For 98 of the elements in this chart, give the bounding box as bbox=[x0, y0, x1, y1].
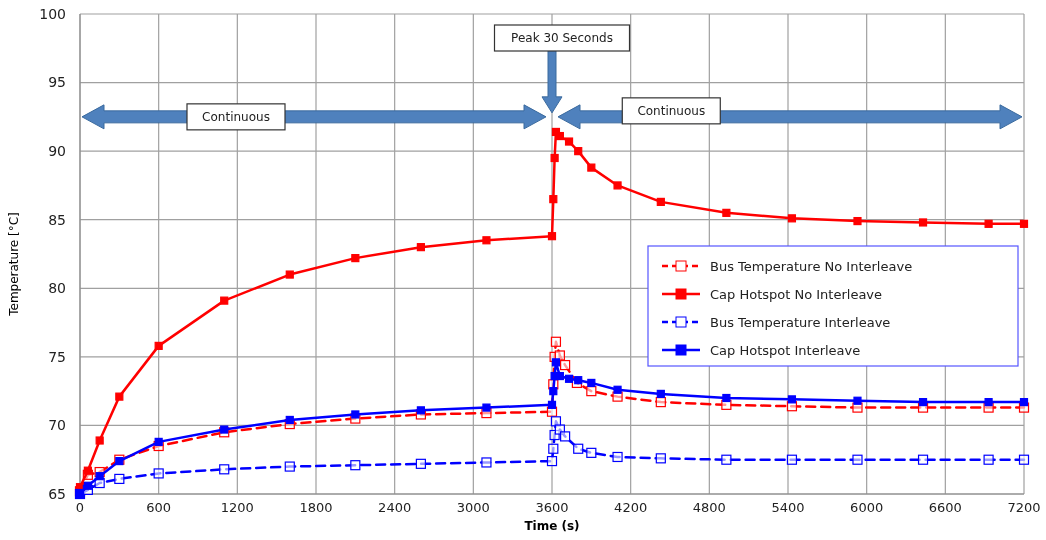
point bbox=[83, 481, 92, 490]
point bbox=[285, 270, 294, 279]
point bbox=[918, 218, 928, 227]
point bbox=[548, 443, 559, 454]
x-tick-label: 600 bbox=[146, 500, 172, 515]
point bbox=[656, 389, 665, 398]
point bbox=[154, 341, 163, 350]
point bbox=[722, 208, 731, 217]
point bbox=[587, 378, 596, 388]
point bbox=[550, 336, 562, 347]
x-tick-label: 1200 bbox=[220, 500, 254, 515]
point bbox=[787, 214, 797, 223]
x-tick-label: 0 bbox=[75, 500, 85, 515]
y-tick-label: 70 bbox=[48, 417, 66, 434]
point bbox=[555, 131, 564, 141]
y-tick-label: 65 bbox=[48, 485, 66, 502]
point bbox=[722, 393, 731, 403]
point bbox=[655, 453, 666, 464]
point bbox=[351, 410, 360, 419]
legend-label: Cap Hotspot Interleave bbox=[710, 342, 861, 358]
point bbox=[416, 406, 425, 415]
x-tick-label: 2400 bbox=[378, 500, 412, 515]
point bbox=[984, 219, 993, 228]
point bbox=[153, 468, 164, 479]
point bbox=[415, 458, 426, 469]
x-tick-label: 7200 bbox=[1007, 500, 1041, 515]
point bbox=[482, 403, 491, 412]
point bbox=[984, 398, 993, 407]
point bbox=[564, 137, 574, 146]
point bbox=[853, 216, 862, 226]
point bbox=[721, 454, 732, 465]
point bbox=[549, 195, 558, 204]
point bbox=[573, 443, 584, 454]
point bbox=[114, 473, 125, 485]
point bbox=[482, 236, 491, 245]
point bbox=[656, 197, 665, 206]
point bbox=[555, 371, 564, 381]
x-tick-label: 4800 bbox=[692, 500, 726, 515]
point bbox=[285, 415, 294, 425]
point bbox=[95, 436, 104, 445]
y-tick-label: 90 bbox=[48, 143, 66, 160]
annotation: Peak 30 Seconds bbox=[511, 31, 613, 46]
x-tick-label: 3000 bbox=[456, 500, 490, 515]
y-axis-title: Temperature [°C] bbox=[7, 212, 21, 317]
point bbox=[115, 392, 124, 401]
point bbox=[560, 431, 571, 442]
point bbox=[220, 296, 229, 305]
point bbox=[547, 400, 557, 409]
point bbox=[983, 454, 994, 465]
point bbox=[95, 472, 104, 481]
point bbox=[83, 466, 92, 475]
point bbox=[613, 385, 622, 394]
point bbox=[586, 447, 597, 458]
point bbox=[350, 460, 361, 471]
point bbox=[549, 387, 558, 396]
x-tick-label: 1800 bbox=[299, 500, 333, 515]
point bbox=[612, 451, 623, 463]
point bbox=[587, 163, 596, 172]
y-tick-label: 85 bbox=[48, 211, 66, 228]
point bbox=[918, 398, 928, 407]
point bbox=[154, 437, 163, 446]
x-tick-label: 6000 bbox=[850, 500, 884, 515]
legend-label: Bus Temperature No Interleave bbox=[710, 258, 913, 274]
x-tick-label: 6600 bbox=[928, 500, 962, 515]
legend-label: Bus Temperature Interleave bbox=[710, 314, 891, 330]
y-tick-label: 75 bbox=[48, 348, 66, 365]
point bbox=[416, 243, 425, 252]
x-axis-title: Time (s) bbox=[524, 519, 580, 533]
x-tick-label: 3600 bbox=[535, 500, 569, 515]
point bbox=[546, 455, 558, 467]
annotation: Continuous bbox=[202, 110, 270, 125]
point bbox=[564, 374, 574, 383]
y-tick-label: 100 bbox=[39, 5, 66, 22]
point bbox=[1019, 398, 1029, 407]
point bbox=[284, 461, 295, 472]
point bbox=[787, 395, 797, 404]
x-tick-label: 5400 bbox=[771, 500, 805, 515]
point bbox=[613, 181, 622, 190]
y-tick-label: 95 bbox=[48, 74, 66, 91]
point bbox=[853, 396, 862, 405]
point bbox=[547, 232, 557, 241]
annotation: Continuous bbox=[637, 104, 706, 119]
point bbox=[852, 454, 863, 465]
point bbox=[574, 147, 583, 156]
point bbox=[550, 153, 559, 163]
point bbox=[1019, 219, 1029, 228]
point bbox=[1018, 454, 1030, 465]
point bbox=[220, 425, 229, 434]
point bbox=[917, 454, 929, 465]
point bbox=[351, 254, 360, 263]
y-tick-label: 80 bbox=[48, 280, 66, 297]
point bbox=[786, 454, 798, 465]
x-tick-label: 4200 bbox=[614, 500, 648, 515]
point bbox=[481, 457, 492, 468]
legend-label: Cap Hotspot No Interleave bbox=[710, 286, 883, 302]
point bbox=[219, 464, 230, 475]
point bbox=[560, 359, 571, 371]
point bbox=[551, 358, 561, 367]
